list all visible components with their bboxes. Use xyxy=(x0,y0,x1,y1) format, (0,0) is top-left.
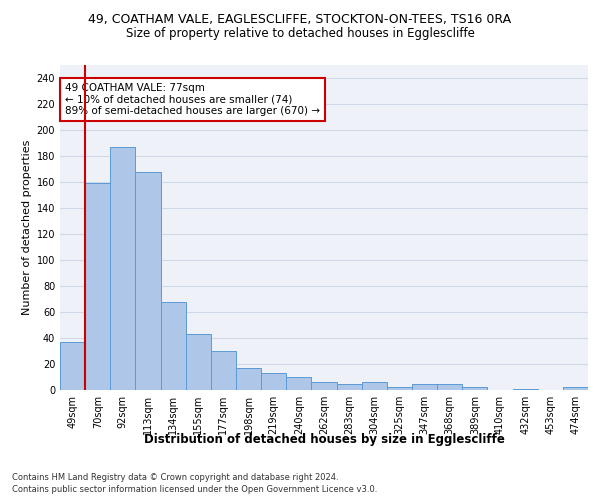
Bar xyxy=(186,334,211,390)
Bar xyxy=(85,184,110,390)
Bar xyxy=(286,377,311,390)
Bar xyxy=(362,382,387,390)
Text: 49, COATHAM VALE, EAGLESCLIFFE, STOCKTON-ON-TEES, TS16 0RA: 49, COATHAM VALE, EAGLESCLIFFE, STOCKTON… xyxy=(88,12,512,26)
Bar xyxy=(462,388,487,390)
Bar xyxy=(60,342,85,390)
Bar xyxy=(311,382,337,390)
Bar xyxy=(211,351,236,390)
Bar xyxy=(136,172,161,390)
Bar xyxy=(236,368,261,390)
Bar xyxy=(512,388,538,390)
Bar xyxy=(412,384,437,390)
Text: Distribution of detached houses by size in Egglescliffe: Distribution of detached houses by size … xyxy=(143,432,505,446)
Text: 49 COATHAM VALE: 77sqm
← 10% of detached houses are smaller (74)
89% of semi-det: 49 COATHAM VALE: 77sqm ← 10% of detached… xyxy=(65,83,320,116)
Bar xyxy=(563,388,588,390)
Y-axis label: Number of detached properties: Number of detached properties xyxy=(22,140,32,315)
Bar xyxy=(337,384,362,390)
Bar xyxy=(437,384,462,390)
Text: Size of property relative to detached houses in Egglescliffe: Size of property relative to detached ho… xyxy=(125,28,475,40)
Bar xyxy=(387,388,412,390)
Bar xyxy=(161,302,186,390)
Text: Contains public sector information licensed under the Open Government Licence v3: Contains public sector information licen… xyxy=(12,485,377,494)
Bar xyxy=(110,147,136,390)
Text: Contains HM Land Registry data © Crown copyright and database right 2024.: Contains HM Land Registry data © Crown c… xyxy=(12,472,338,482)
Bar xyxy=(261,373,286,390)
